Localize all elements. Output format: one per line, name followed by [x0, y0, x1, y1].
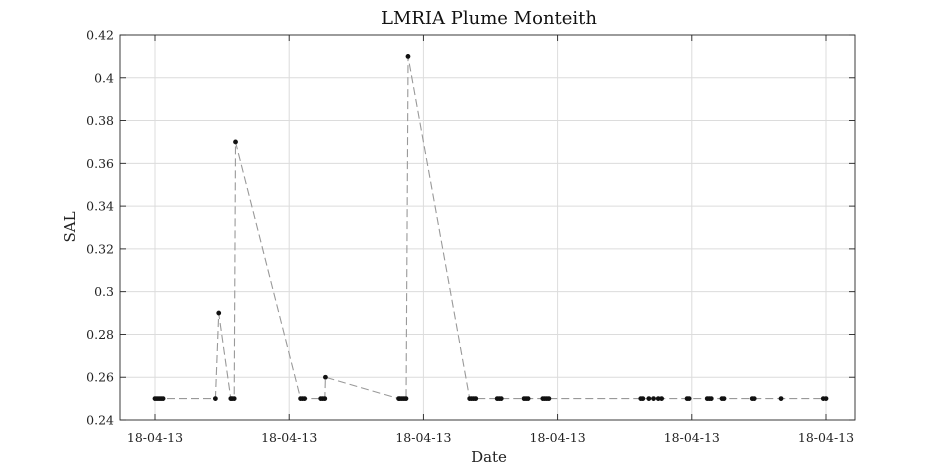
y-tick-label: 0.32 — [86, 241, 114, 256]
data-point — [646, 396, 652, 402]
data-point — [322, 396, 328, 402]
y-axis-label: SAL — [61, 211, 79, 242]
data-point — [403, 396, 409, 402]
y-tick-label: 0.26 — [86, 370, 114, 385]
data-point — [721, 396, 727, 402]
data-point — [231, 396, 237, 402]
chart-title: LMRIA Plume Monteith — [381, 8, 597, 29]
data-point — [216, 310, 222, 316]
data-point — [405, 53, 411, 59]
x-tick-label: 18-04-13 — [664, 430, 720, 445]
data-point — [233, 139, 238, 145]
data-point — [546, 396, 552, 402]
data-point — [473, 396, 479, 402]
data-point — [640, 396, 646, 402]
plot-frame — [119, 34, 856, 421]
y-tick-label: 0.28 — [86, 327, 114, 342]
data-point — [823, 396, 829, 402]
data-point — [498, 396, 504, 402]
data-point — [659, 396, 665, 402]
y-tick-label: 0.3 — [94, 284, 114, 299]
y-tick-label: 0.42 — [86, 28, 114, 43]
series-line — [155, 56, 826, 400]
y-tick-label: 0.36 — [86, 156, 114, 171]
y-tick-label: 0.24 — [86, 413, 114, 428]
x-tick-label: 18-04-13 — [127, 430, 183, 445]
data-point — [160, 396, 166, 402]
axis-ticks: 0.24 0.26 0.28 0.3 0.32 0.34 0.36 0.38 0.4 0.42 18… — [86, 28, 855, 445]
data-point — [751, 396, 757, 402]
series-layer — [152, 53, 829, 402]
x-tick-label: 18-04-13 — [530, 430, 586, 445]
data-point — [778, 396, 784, 402]
data-point — [302, 396, 308, 402]
y-tick-label: 0.38 — [86, 113, 114, 128]
data-point — [323, 374, 328, 380]
y-tick-label: 0.34 — [86, 199, 114, 214]
data-point — [525, 396, 531, 402]
x-axis-label: Date — [471, 448, 507, 466]
y-tick-label: 0.4 — [94, 70, 114, 85]
data-point — [708, 396, 714, 402]
data-point — [212, 396, 218, 402]
x-tick-label: 18-04-13 — [798, 430, 854, 445]
x-tick-label: 18-04-13 — [261, 430, 317, 445]
grid-lines — [120, 34, 855, 421]
data-point — [686, 396, 692, 402]
data-point — [651, 396, 656, 402]
x-tick-label: 18-04-13 — [395, 430, 451, 445]
